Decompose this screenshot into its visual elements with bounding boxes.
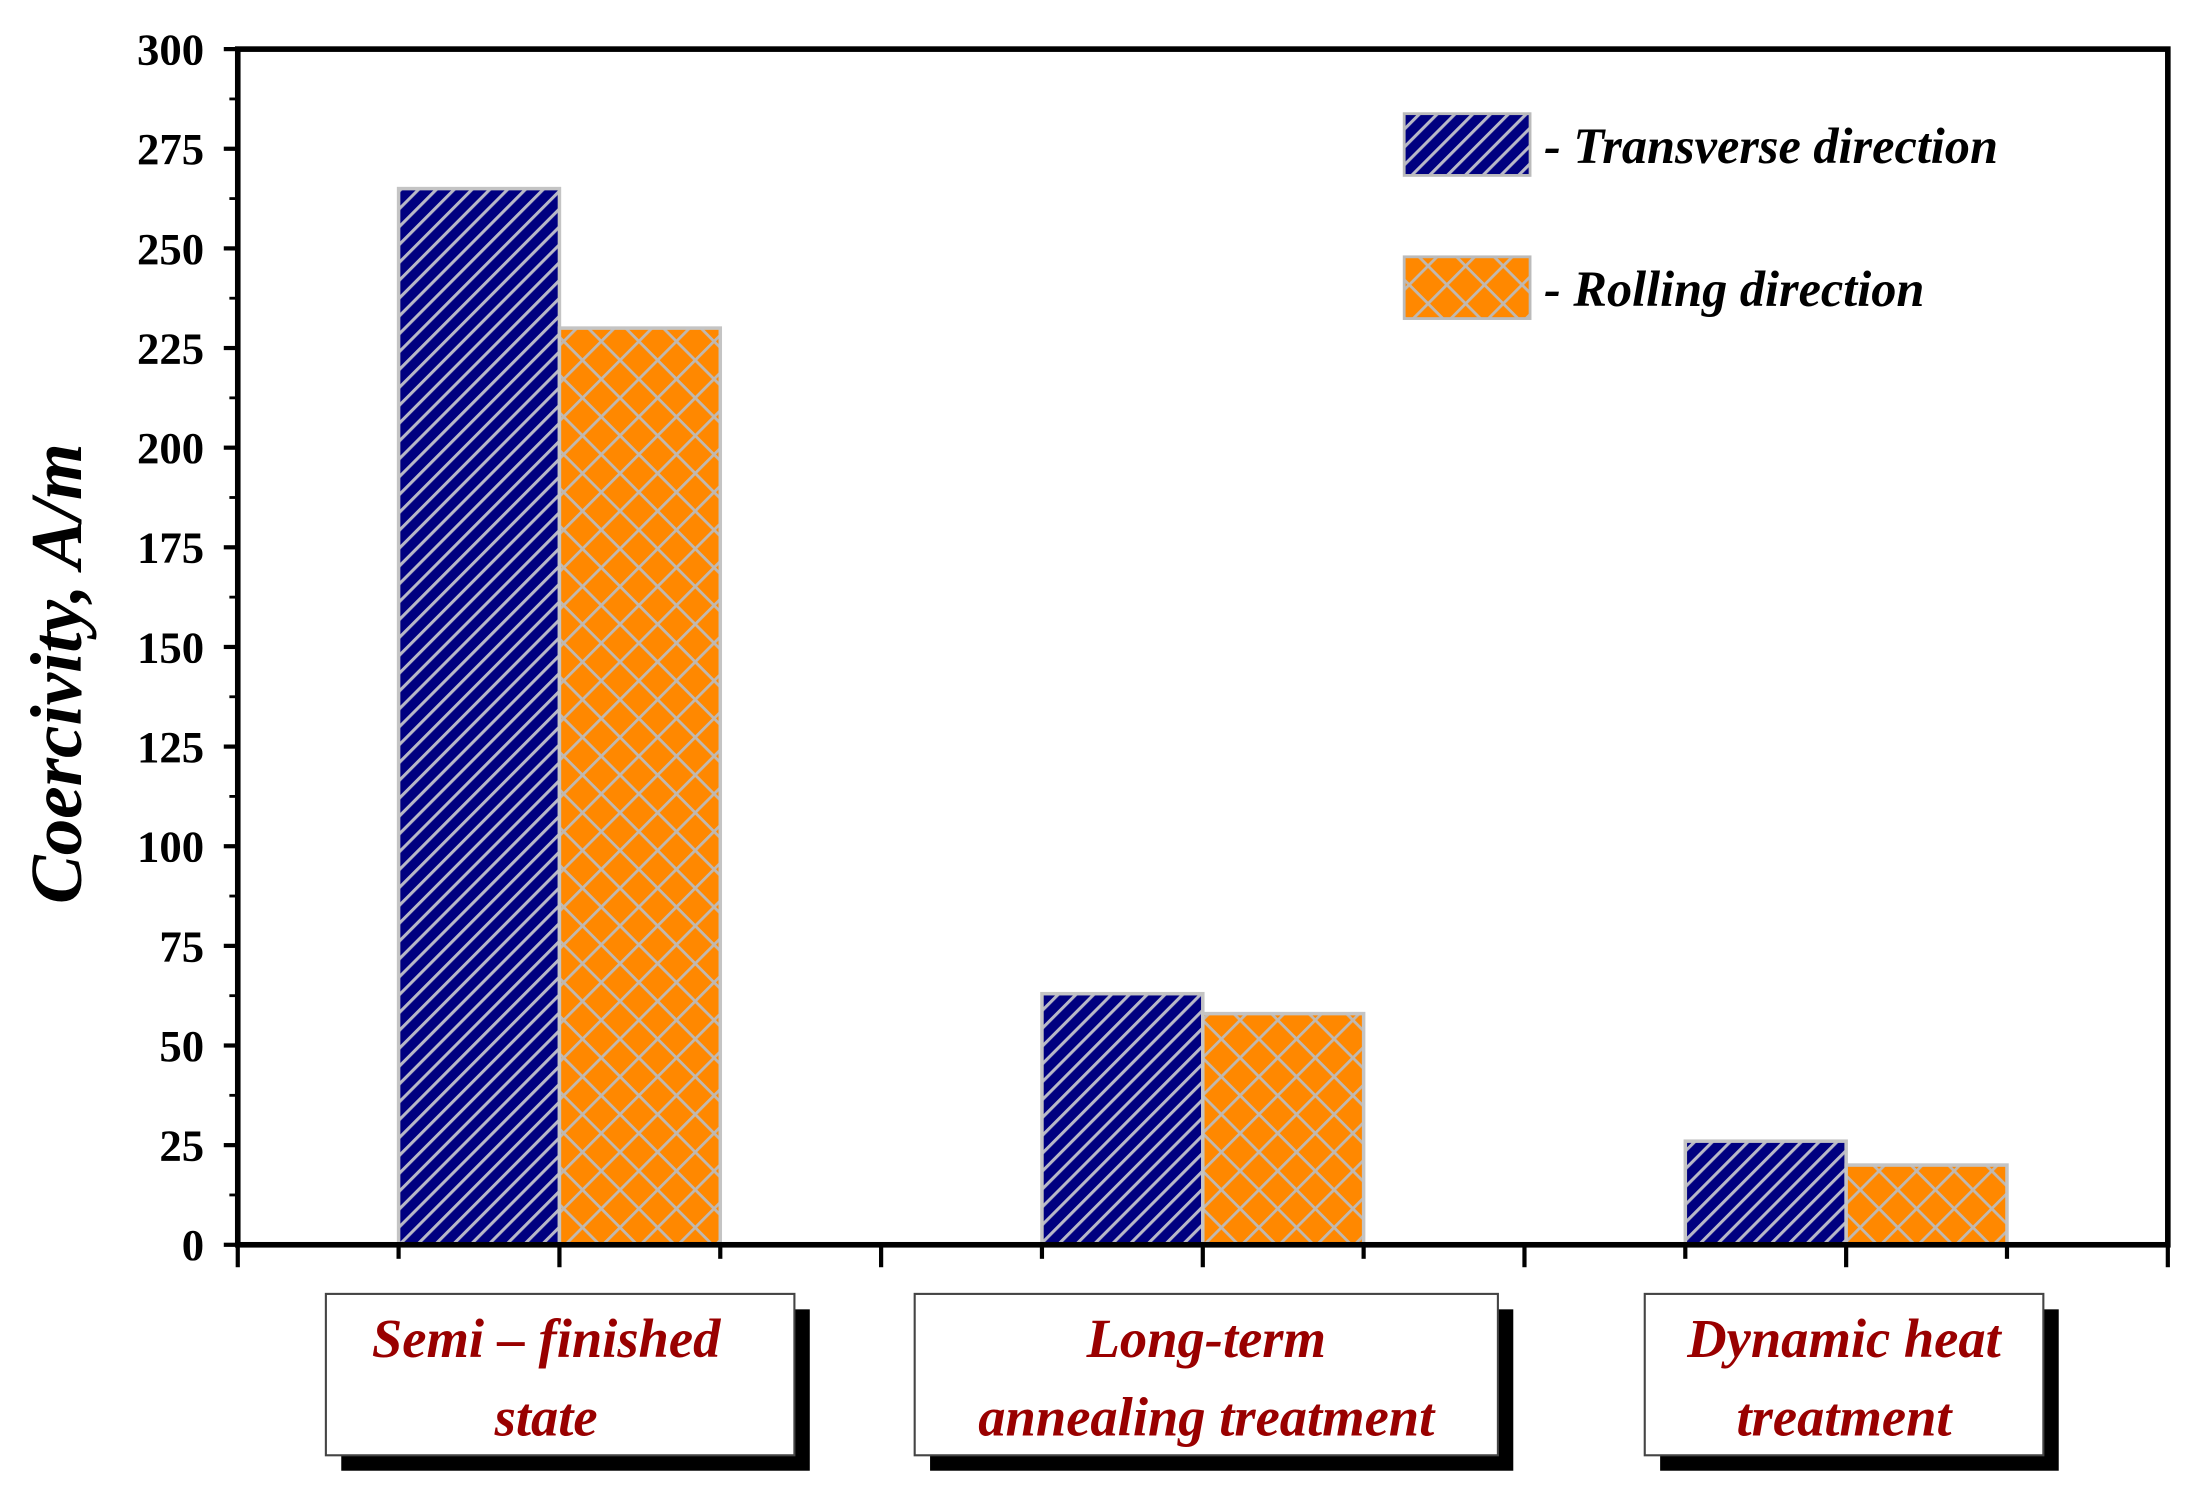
y-tick-label: 100 bbox=[137, 822, 204, 872]
y-tick-label: 200 bbox=[137, 423, 204, 473]
category-labels: Semi – finished state Long-term annealing t… bbox=[324, 1292, 2059, 1471]
y-tick-label: 150 bbox=[137, 622, 204, 672]
legend-label-transverse: - Transverse direction bbox=[1544, 118, 1998, 174]
y-tick-label: 75 bbox=[159, 921, 204, 971]
category-label-line: Semi – finished bbox=[372, 1308, 721, 1369]
y-tick-label: 250 bbox=[137, 224, 204, 274]
box bbox=[913, 1292, 1499, 1457]
category-label-line: annealing treatment bbox=[978, 1387, 1436, 1448]
y-tick-label: 125 bbox=[137, 722, 204, 772]
axes-layer: 0 25 50 75 100 125 150 175 200 225 250 275 300 bbox=[137, 24, 2171, 1270]
category-label-box-1: Long-term annealing treatment bbox=[913, 1292, 1514, 1471]
legend-swatch-transverse bbox=[1402, 112, 1532, 177]
bar-rolling-0 bbox=[557, 326, 723, 1247]
category-label-line: state bbox=[494, 1387, 598, 1448]
y-tick-label: 175 bbox=[137, 523, 204, 573]
bar-transverse-1 bbox=[1040, 991, 1205, 1247]
box bbox=[324, 1292, 796, 1457]
y-axis-label: Coercivity, A/m bbox=[16, 443, 97, 904]
legend: - Transverse direction - Rolling directi… bbox=[1402, 112, 1998, 320]
legend-swatch-rolling bbox=[1402, 255, 1532, 320]
y-tick-label: 25 bbox=[159, 1121, 204, 1171]
category-label-box-2: Dynamic heat treatment bbox=[1643, 1292, 2059, 1471]
y-tick-label: 0 bbox=[182, 1220, 204, 1270]
bars-layer bbox=[396, 186, 2009, 1247]
box bbox=[1643, 1292, 2045, 1457]
bar-transverse-2 bbox=[1683, 1139, 1848, 1247]
category-label-line: Long-term bbox=[1086, 1308, 1326, 1369]
y-tick-label: 300 bbox=[137, 24, 204, 74]
y-tick-label: 225 bbox=[137, 323, 204, 373]
category-label-line: treatment bbox=[1736, 1387, 1953, 1448]
bar-rolling-1 bbox=[1201, 1011, 1366, 1247]
category-label-box-0: Semi – finished state bbox=[324, 1292, 810, 1471]
bar-rolling-2 bbox=[1844, 1163, 2009, 1247]
legend-label-rolling: - Rolling direction bbox=[1544, 261, 1924, 317]
y-tick-label: 50 bbox=[159, 1021, 204, 1071]
y-tick-label: 275 bbox=[137, 124, 204, 174]
bar-transverse-0 bbox=[396, 186, 562, 1247]
category-label-line: Dynamic heat bbox=[1686, 1308, 2002, 1369]
